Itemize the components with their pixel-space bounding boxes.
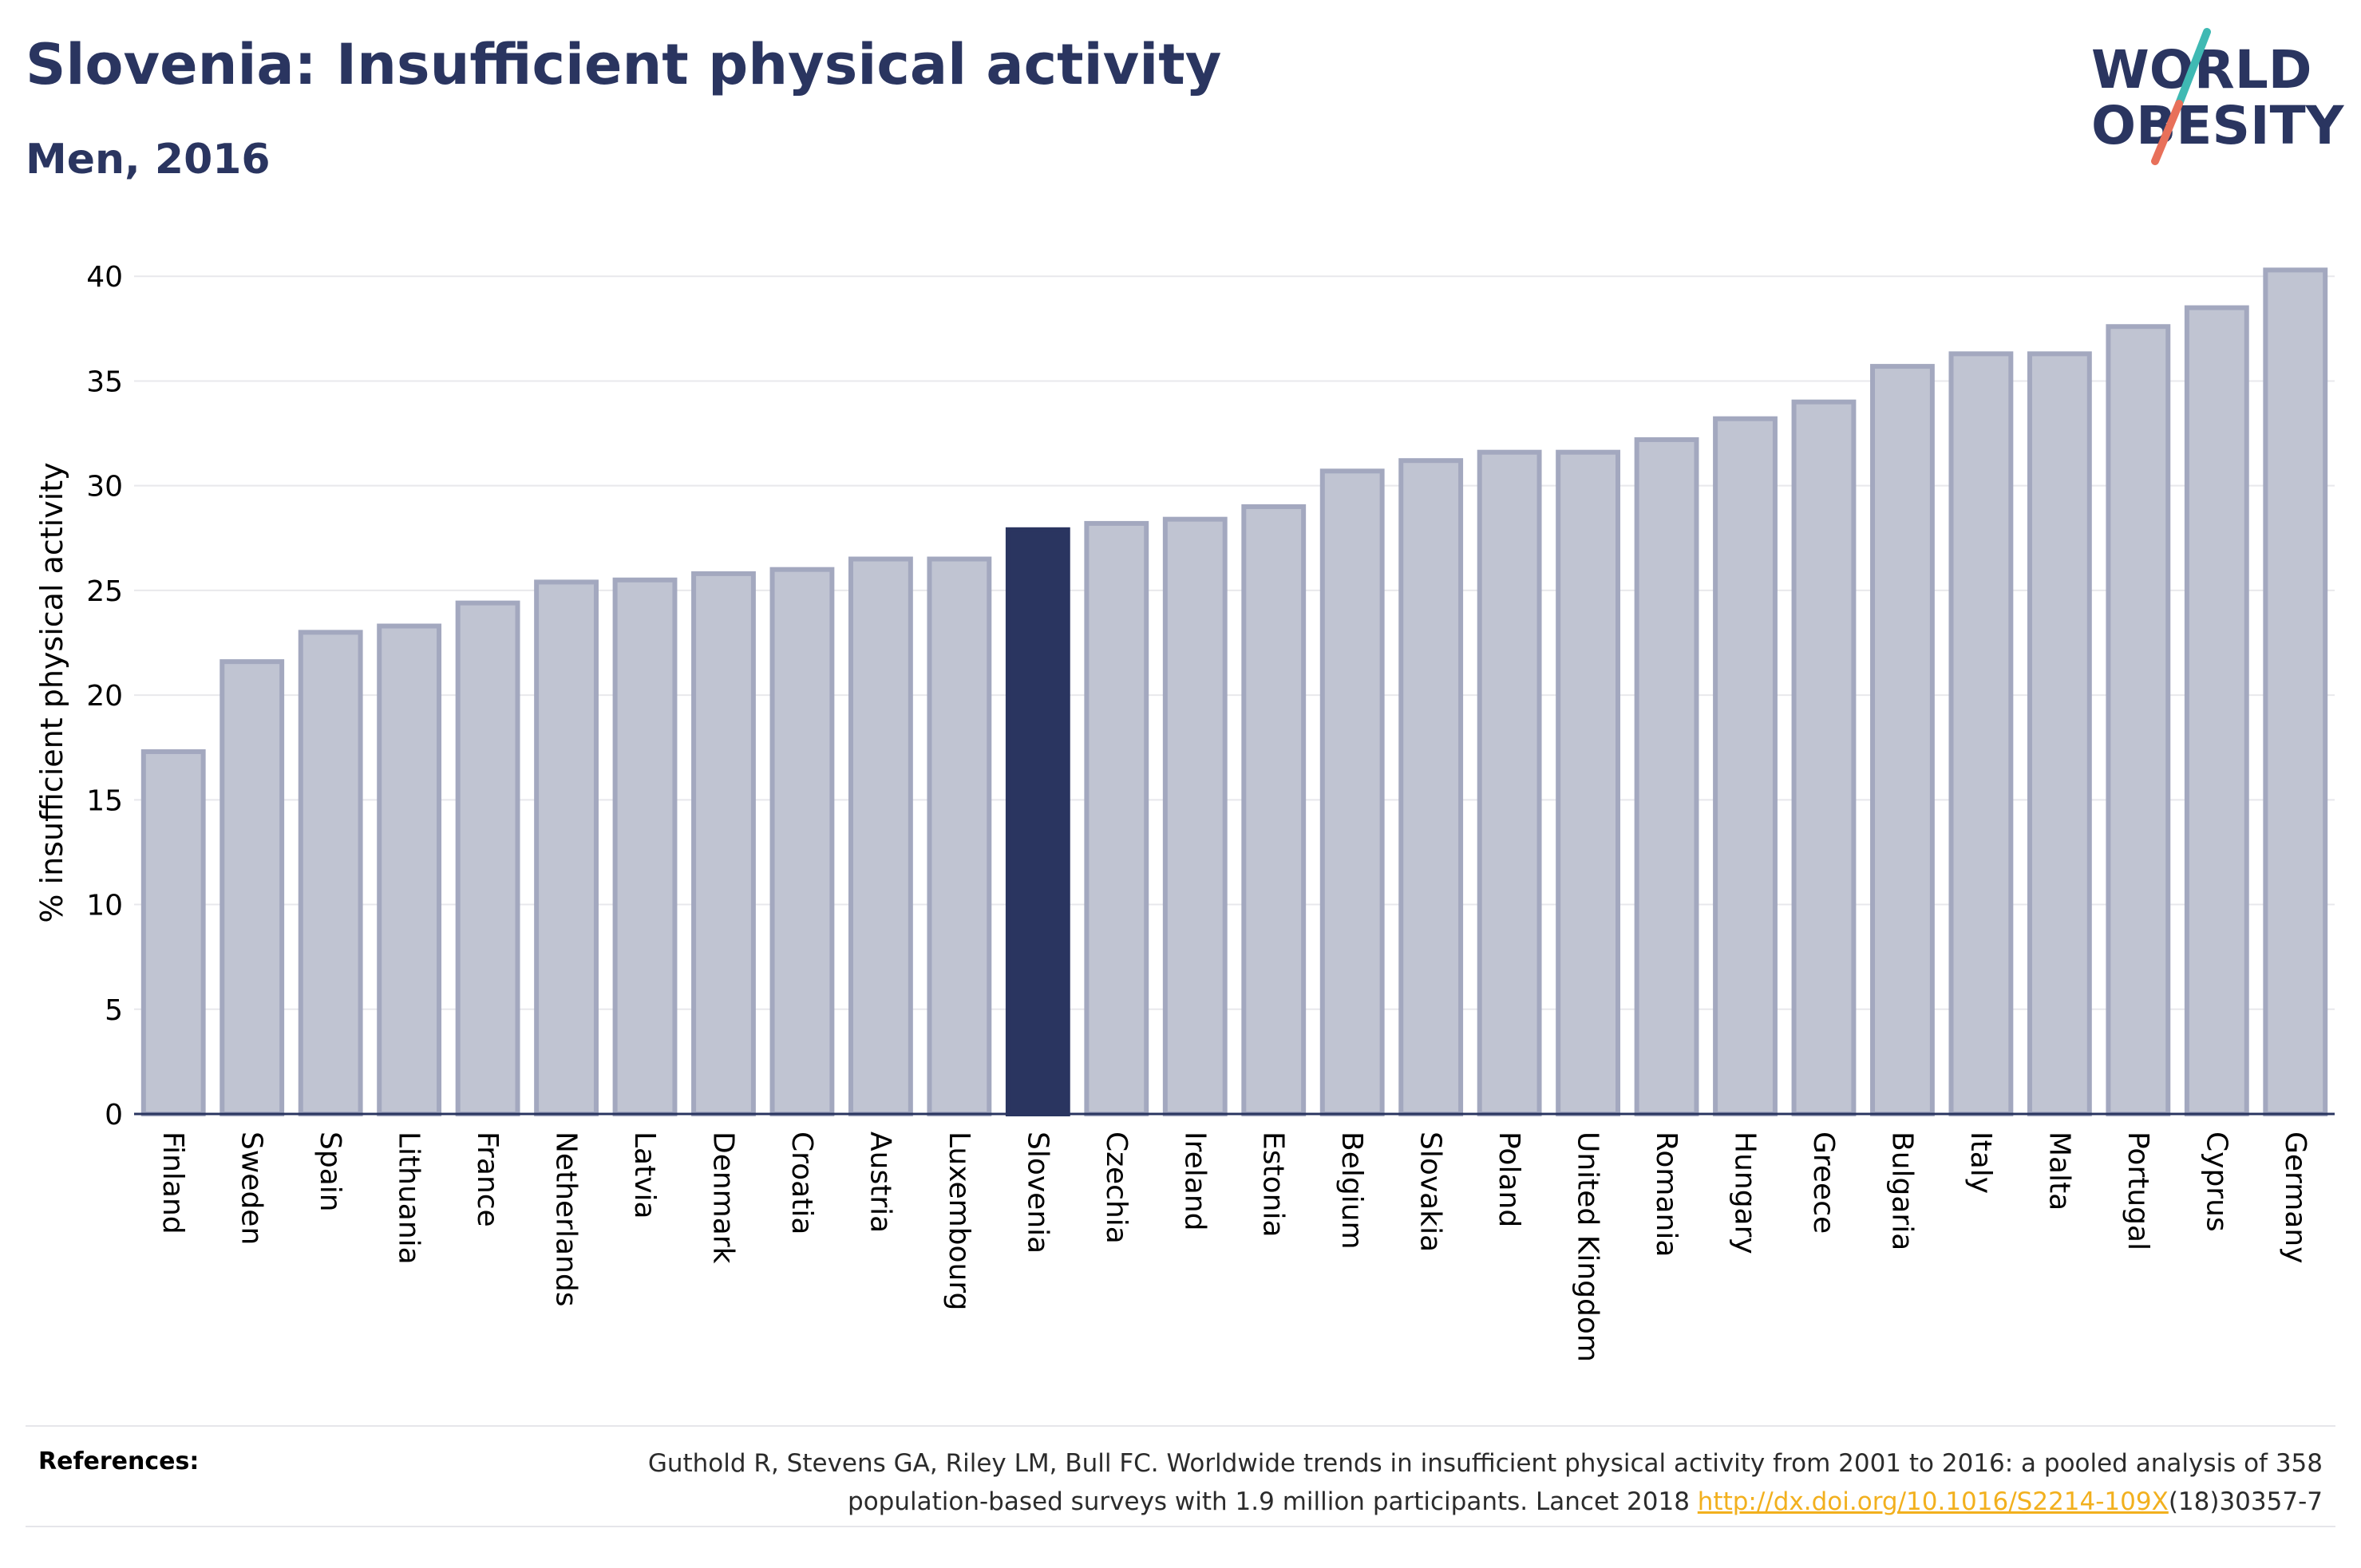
bar-netherlands: [534, 579, 599, 1116]
y-tick-label: 0: [105, 1099, 123, 1132]
references-text: Guthold R, Stevens GA, Riley LM, Bull FC…: [487, 1444, 2323, 1521]
x-tick-label: Croatia: [785, 1132, 818, 1234]
bar-cyprus: [2184, 305, 2249, 1116]
logo-slash-bottom: [2151, 100, 2183, 165]
bar-estonia: [1241, 504, 1307, 1116]
y-tick-label: 30: [86, 471, 123, 504]
x-tick-label: Italy: [1964, 1132, 1997, 1194]
bar-slovenia: [1005, 527, 1070, 1116]
reference-line-2-end: (18)30357-7: [2168, 1487, 2323, 1516]
y-axis-label: % insufficient physical activity: [34, 462, 69, 922]
logo-line2: OBESITY: [2091, 95, 2345, 156]
x-tick-label: Ireland: [1178, 1132, 1211, 1231]
bar-romania: [1634, 436, 1699, 1116]
x-tick-label: United Kingdom: [1572, 1132, 1604, 1362]
bar-malta: [2027, 351, 2092, 1117]
y-tick-label: 15: [86, 784, 123, 817]
bar-belgium: [1319, 468, 1385, 1116]
bar-germany: [2263, 267, 2328, 1116]
logo-slash-top: [2175, 28, 2211, 108]
x-axis-labels: Finland Sweden Spain Lithuania France Netherl…: [156, 1132, 2312, 1362]
bar-slovakia: [1398, 458, 1464, 1116]
bar-spain: [298, 630, 363, 1116]
y-axis-ticks: 0 5 10 15 20 25 30 35 40: [86, 261, 123, 1132]
bar-greece: [1791, 399, 1857, 1116]
page-subtitle: Men, 2016: [26, 136, 271, 184]
bar-finland: [140, 748, 206, 1116]
x-tick-label: Finland: [156, 1132, 189, 1234]
x-tick-label: France: [471, 1132, 504, 1227]
x-tick-label: Romania: [1650, 1132, 1683, 1257]
x-tick-label: Cyprus: [2200, 1132, 2232, 1232]
bar-luxembourg: [927, 556, 992, 1116]
y-tick-label: 10: [86, 890, 123, 922]
bar-austria: [848, 556, 913, 1116]
x-tick-label: Sweden: [235, 1132, 268, 1245]
x-tick-label: Germany: [2279, 1132, 2312, 1263]
x-tick-label: Malta: [2043, 1132, 2075, 1211]
x-tick-label: Latvia: [628, 1132, 661, 1219]
world-obesity-logo: WORLD OBESITY: [2091, 28, 2345, 165]
x-tick-label: Poland: [1493, 1132, 1525, 1227]
references-label: References:: [38, 1448, 200, 1475]
bar-denmark: [691, 571, 756, 1116]
x-tick-label: Belgium: [1335, 1132, 1368, 1250]
bar-croatia: [769, 567, 835, 1116]
bar-united-kingdom: [1556, 449, 1621, 1116]
x-tick-label: Hungary: [1729, 1132, 1762, 1254]
x-tick-label: Lithuania: [393, 1132, 425, 1265]
x-tick-label: Denmark: [706, 1132, 739, 1264]
page-title: Slovenia: Insufficient physical activity: [26, 32, 1222, 97]
x-tick-label: Austria: [864, 1132, 896, 1233]
bar-poland: [1477, 449, 1542, 1116]
reference-line-1: Guthold R, Stevens GA, Riley LM, Bull FC…: [647, 1449, 2323, 1478]
bar-czechia: [1084, 520, 1149, 1116]
x-tick-label: Slovenia: [1021, 1132, 1054, 1254]
reference-line-2: population-based surveys with 1.9 millio…: [848, 1487, 1698, 1516]
x-tick-label: Netherlands: [550, 1132, 583, 1306]
x-tick-label: Czechia: [1100, 1132, 1133, 1244]
bar-sweden: [219, 659, 285, 1116]
bars: [140, 267, 2328, 1117]
y-tick-label: 25: [86, 575, 123, 608]
bar-chart: 0 5 10 15 20 25 30 35 40 Finland Sweden Spain Lithu…: [34, 261, 2335, 1362]
x-tick-label: Estonia: [1257, 1132, 1290, 1238]
y-tick-label: 40: [86, 261, 123, 294]
y-tick-label: 5: [105, 994, 123, 1027]
y-tick-label: 20: [86, 680, 123, 713]
bar-ireland: [1162, 516, 1228, 1116]
bar-bulgaria: [1870, 364, 1935, 1116]
x-tick-label: Luxembourg: [943, 1132, 975, 1310]
bar-lithuania: [377, 623, 442, 1116]
footer-divider-top: [26, 1425, 2335, 1427]
bar-france: [455, 600, 520, 1116]
x-tick-label: Greece: [1807, 1132, 1840, 1234]
x-tick-label: Spain: [314, 1132, 346, 1212]
y-tick-label: 35: [86, 365, 123, 398]
bar-hungary: [1713, 416, 1778, 1116]
x-tick-label: Bulgaria: [1885, 1132, 1918, 1250]
bar-italy: [1948, 351, 2014, 1117]
reference-doi-link[interactable]: http://dx.doi.org/10.1016/S2214-109X: [1697, 1487, 2169, 1516]
x-tick-label: Portugal: [2122, 1132, 2154, 1250]
bar-latvia: [612, 577, 678, 1116]
footer-divider-bottom: [26, 1526, 2335, 1527]
x-tick-label: Slovakia: [1414, 1132, 1447, 1252]
bar-portugal: [2106, 324, 2171, 1117]
